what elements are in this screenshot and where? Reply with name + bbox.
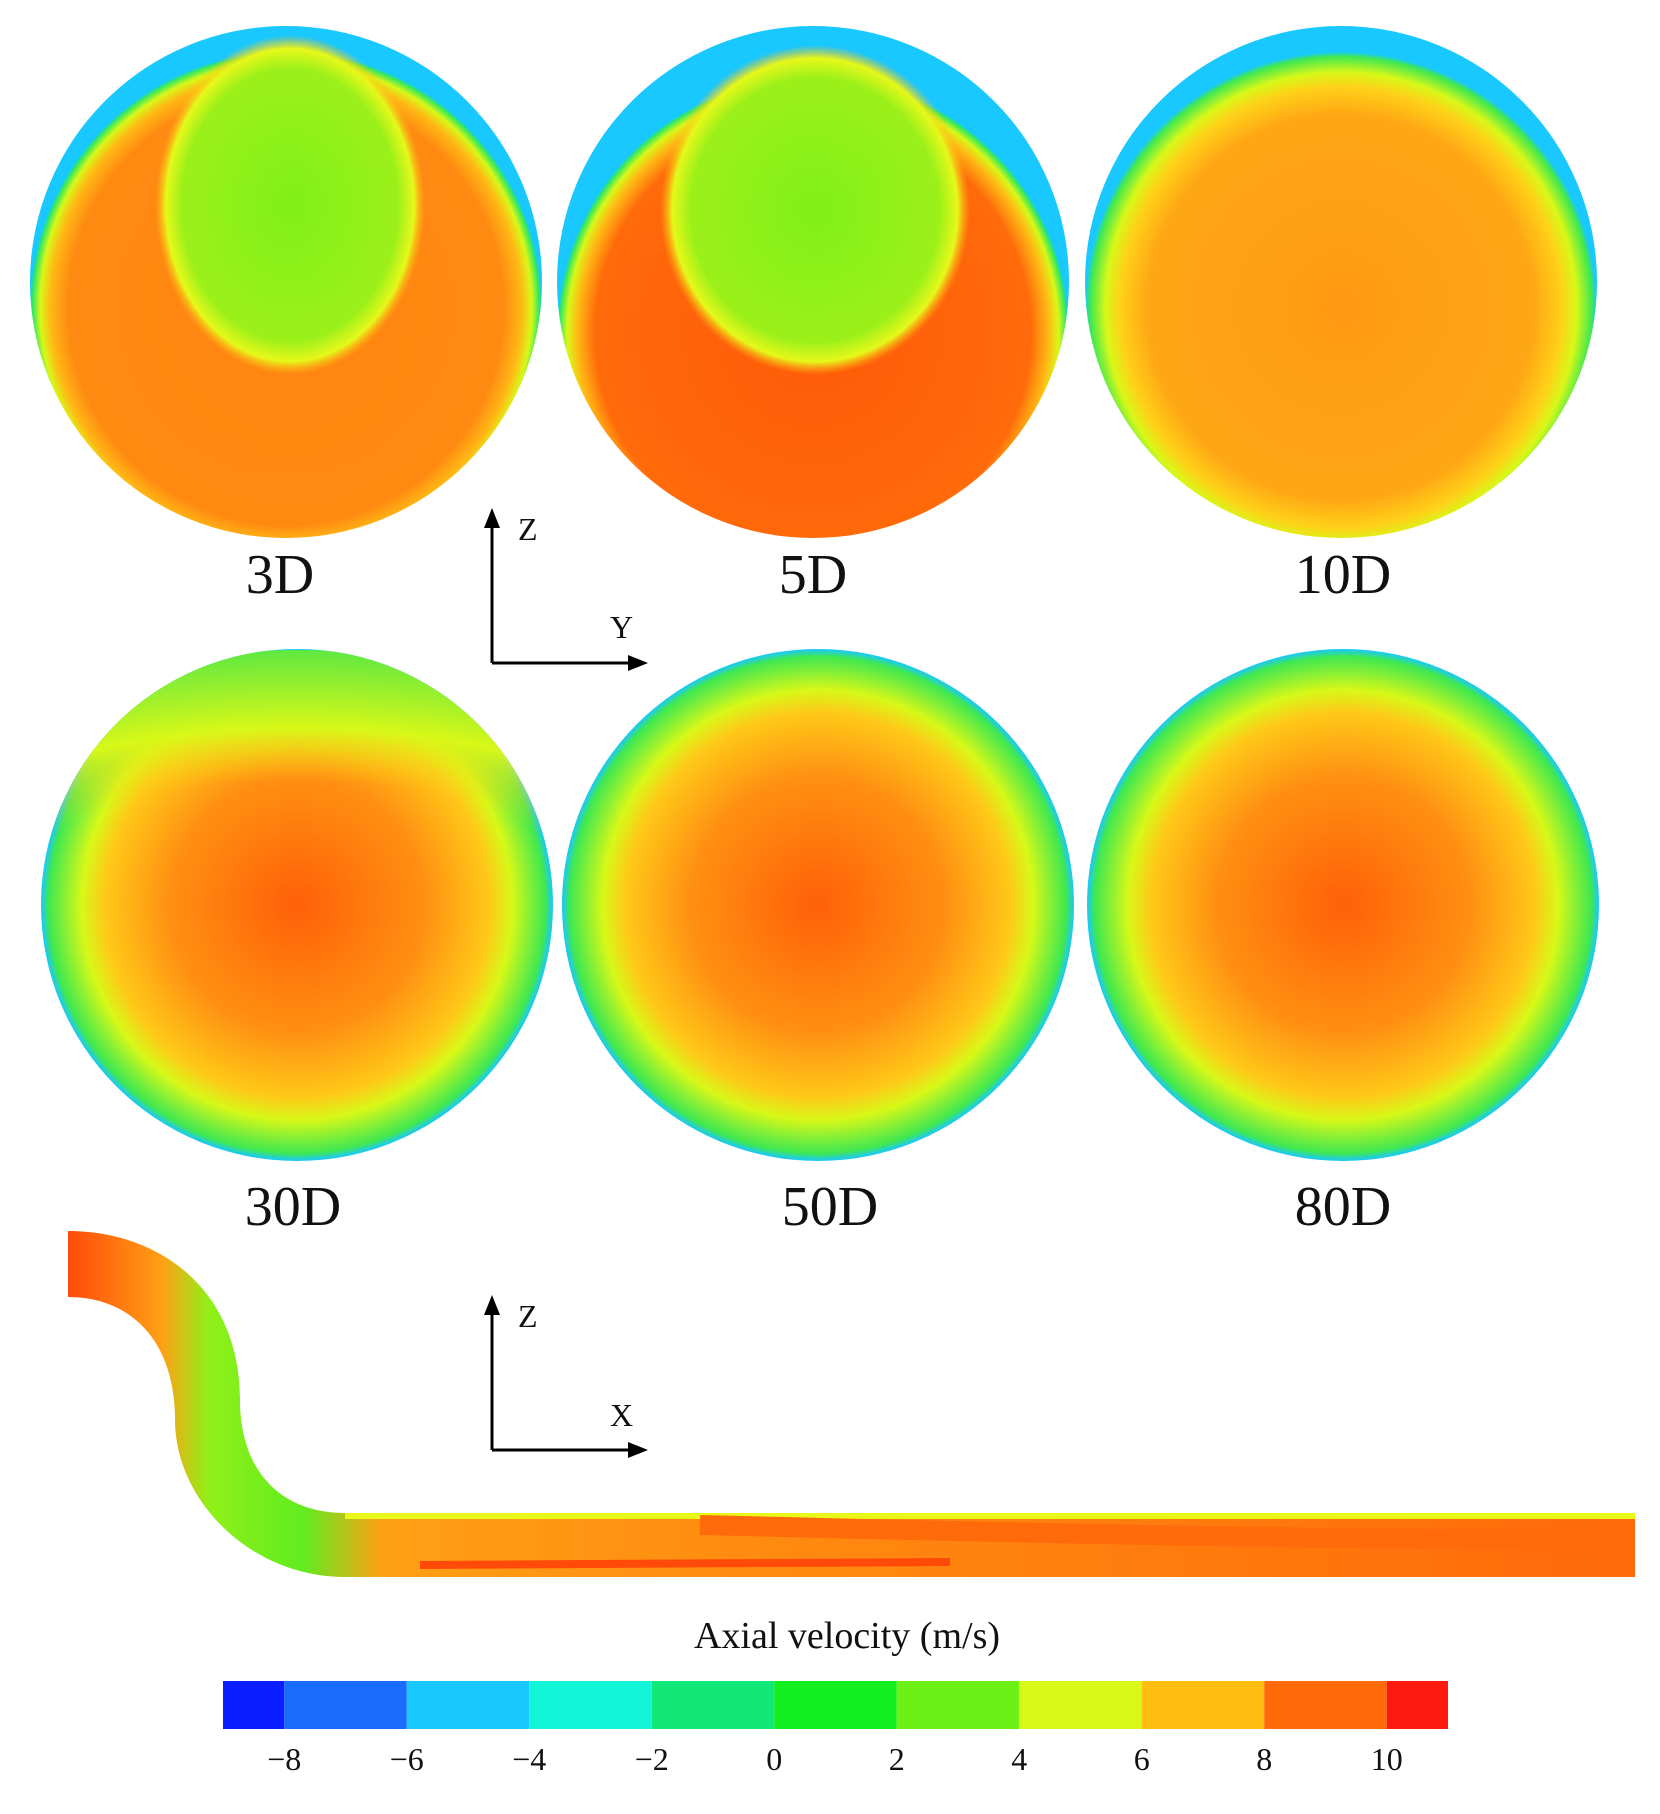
contour-5d [557, 26, 1069, 538]
pipe-contour [68, 1231, 1636, 1577]
panel-label: 80D [1295, 1176, 1391, 1238]
colorbar-tick-label: −8 [267, 1741, 301, 1777]
colorbar-tick-label: 6 [1134, 1741, 1150, 1777]
colorbar-band [1386, 1681, 1448, 1729]
colorbar-band [1264, 1681, 1387, 1729]
panel-label: 5D [779, 544, 847, 606]
colorbar-band [406, 1681, 530, 1729]
colorbar-tick-label: −4 [512, 1741, 546, 1777]
colorbar-band [896, 1681, 1020, 1729]
colorbar-band [1019, 1681, 1142, 1729]
colorbar-tick-label: 10 [1371, 1741, 1403, 1777]
colorbar-tick-label: −6 [390, 1741, 424, 1777]
colorbar-tick-label: 0 [766, 1741, 782, 1777]
colorbar-band [651, 1681, 775, 1729]
axis-triad [490, 520, 636, 1452]
colorbar-band [284, 1681, 407, 1729]
colorbar-band [774, 1681, 897, 1729]
contour-10d [1085, 26, 1597, 538]
colorbar-tick-label: 4 [1011, 1741, 1027, 1777]
panel-label: 50D [782, 1176, 878, 1238]
panel-label: 3D [246, 544, 314, 606]
contour-80d [1087, 649, 1599, 1161]
contour-3d [30, 26, 542, 538]
colorbar-tick-label: −2 [635, 1741, 669, 1777]
contour-50d [562, 649, 1074, 1161]
axis-label: X [610, 1397, 633, 1433]
panel-label: 30D [245, 1176, 341, 1238]
colorbar-tick-label: 8 [1256, 1741, 1272, 1777]
colorbar-band [223, 1681, 285, 1729]
colorbar-title: Axial velocity (m/s) [694, 1615, 1000, 1657]
axis-label: Z [518, 511, 538, 547]
axis-label: Z [518, 1298, 538, 1334]
panel-label: 10D [1295, 544, 1391, 606]
axis-label: Y [610, 609, 633, 645]
colorbar-band [1141, 1681, 1265, 1729]
contour-30d [41, 649, 553, 1161]
colorbar-tick-label: 2 [889, 1741, 905, 1777]
colorbar-band [529, 1681, 652, 1729]
colorbar: −8 −6 −4 −2 0 2 4 6 8 10 [223, 1681, 1448, 1777]
